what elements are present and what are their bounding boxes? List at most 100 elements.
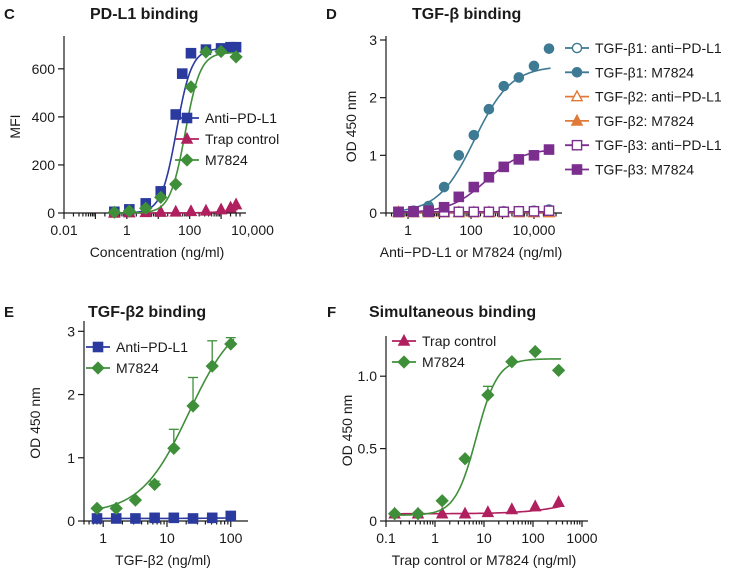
- data-point: [423, 205, 434, 216]
- legend-marker: [571, 42, 583, 54]
- fit-curve: [396, 149, 551, 214]
- panel-title: Simultaneous binding: [369, 304, 536, 321]
- data-point: [154, 190, 168, 205]
- data-point: [187, 513, 199, 524]
- legend: Trap control M7824: [392, 333, 496, 370]
- y-tick-label: 0: [47, 205, 55, 221]
- data-point: [483, 206, 495, 218]
- data-point: [528, 60, 540, 72]
- legend-label: M7824: [116, 360, 159, 376]
- data-point: [528, 344, 542, 359]
- data-point: [438, 201, 450, 213]
- data-point: [170, 109, 182, 120]
- x-tick-label: 10: [476, 530, 492, 546]
- data-point: [435, 506, 449, 519]
- data-point: [498, 206, 510, 218]
- legend-label: M7824: [422, 354, 465, 370]
- data-point: [543, 43, 555, 54]
- data-point: [468, 181, 480, 193]
- x-tick-label: 100: [459, 222, 483, 238]
- data-point: [107, 205, 121, 219]
- data-point: [393, 206, 404, 218]
- x-axis-label: Concentration (ng/ml): [90, 244, 225, 260]
- data-point: [552, 495, 565, 507]
- y-tick-label: 1.0: [358, 368, 378, 384]
- data-point: [543, 205, 555, 216]
- legend-label: Trap control: [422, 333, 496, 349]
- legend-label: TGF-β2: M7824: [595, 113, 694, 129]
- legend-label: Trap control: [205, 131, 279, 147]
- y-axis-label: OD 450 nm: [27, 387, 43, 459]
- x-tick-label: 0.01: [50, 222, 77, 238]
- data-point: [229, 197, 243, 210]
- legend-item-tgf-beta1-m7824: TGF-β1: M7824: [565, 64, 694, 80]
- data-point: [184, 80, 198, 94]
- data-point: [214, 44, 228, 59]
- legend-marker: [180, 153, 194, 167]
- x-tick-label: 0.1: [376, 530, 396, 546]
- legend-item-m7824: M7824: [86, 360, 159, 376]
- data-point: [453, 150, 465, 161]
- data-point: [481, 505, 495, 518]
- legend: TGF-β1: anti−PD-L1 TGF-β1: M7824 TGF-β2: a…: [565, 40, 722, 178]
- legend-marker: [180, 131, 194, 144]
- data-point: [483, 103, 495, 115]
- y-tick-label: 2: [67, 387, 75, 403]
- data-point: [184, 204, 198, 217]
- legend-marker: [397, 355, 411, 369]
- y-tick-label: 0: [369, 513, 377, 529]
- y-tick-label: 600: [32, 61, 56, 77]
- legend-item-anti-pd-l1: Anti−PD-L1: [86, 339, 188, 355]
- legend-label: TGF-β1: anti−PD-L1: [595, 40, 722, 56]
- legend-item-tgf-beta3-anti-pd-l1: TGF-β3: anti−PD-L1: [565, 137, 722, 153]
- fit-curve: [396, 67, 551, 212]
- data-point: [513, 72, 525, 83]
- data-point: [458, 452, 472, 466]
- x-tick-label: 1: [99, 530, 107, 546]
- y-tick-label: 1: [67, 450, 75, 466]
- data-point: [528, 150, 540, 161]
- y-tick-label: 3: [67, 323, 75, 339]
- y-axis-label: MFI: [7, 114, 23, 138]
- data-point: [186, 399, 200, 413]
- panel-e-tgf-beta2-binding: E TGF-β2 binding 1 10 100 0 1 2 3 TGF-β2 (ng/ml) O…: [4, 304, 248, 568]
- data-point: [513, 205, 525, 217]
- legend-item-tgf-beta1-anti-pd-l1: TGF-β1: anti−PD-L1: [565, 40, 722, 56]
- y-tick-label: 200: [32, 157, 56, 173]
- data-point: [438, 181, 450, 193]
- legend-label: TGF-β3: anti−PD-L1: [595, 137, 722, 153]
- y-axis-label: OD 450 nm: [343, 91, 359, 163]
- x-tick-label: 100: [178, 222, 202, 238]
- x-tick-label: 10,000: [231, 222, 274, 238]
- data-point: [498, 80, 510, 92]
- data-point: [167, 441, 181, 455]
- axes: 0.1 1 10 100 1000 0 0.5 1.0 Trap control or M782…: [339, 336, 598, 568]
- x-tick-label: 100: [219, 530, 243, 546]
- data-point: [224, 337, 238, 351]
- panel-letter: E: [4, 304, 14, 321]
- data-point: [229, 50, 243, 64]
- data-point: [110, 513, 122, 524]
- series-tgf-beta3-m7824: [393, 144, 555, 218]
- series-m7824: [387, 344, 566, 521]
- legend-item-m7824: M7824: [175, 152, 248, 168]
- y-axis-label: OD 450 nm: [339, 395, 355, 467]
- x-tick-label: 1: [431, 530, 439, 546]
- data-point: [468, 129, 480, 141]
- legend-marker: [570, 89, 584, 102]
- data-point: [169, 177, 183, 191]
- legend: Anti−PD-L1 Trap control M7824: [175, 110, 279, 168]
- data-point: [411, 507, 425, 521]
- data-point: [543, 144, 555, 155]
- legend-label: Anti−PD-L1: [205, 110, 277, 126]
- panel-title: TGF-β2 binding: [88, 304, 206, 321]
- data-point: [154, 204, 167, 217]
- legend-item-anti-pd-l1: Anti−PD-L1: [175, 110, 277, 126]
- fit-curve: [392, 358, 562, 516]
- data-point: [528, 205, 540, 217]
- data-point: [387, 507, 402, 521]
- x-tick-label: 1: [404, 222, 412, 238]
- data-point: [498, 161, 510, 173]
- legend-marker: [397, 333, 411, 346]
